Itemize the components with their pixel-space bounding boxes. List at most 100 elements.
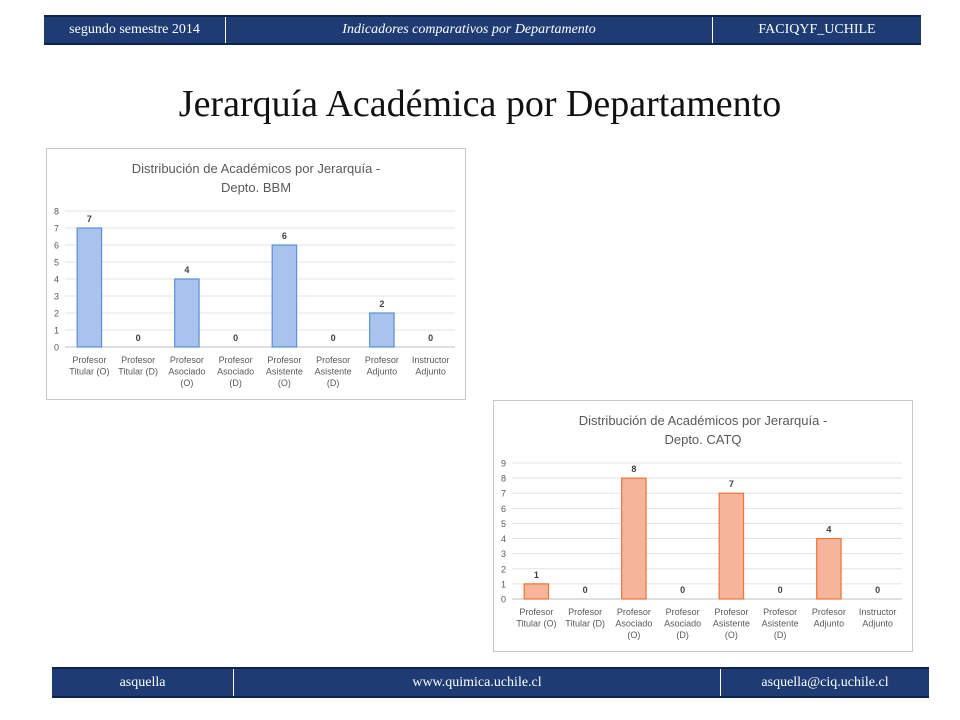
footer-website-link[interactable]: www.quimica.uchile.cl — [234, 669, 721, 696]
bbm-bar — [271, 244, 298, 348]
bbm-title-line: Distribución de Académicos por Jerarquía… — [132, 161, 381, 176]
bbm-x-tick-label: (O) — [278, 378, 291, 388]
catq-x-tick-label: Profesor — [763, 607, 797, 617]
footer-author: asquella — [52, 669, 234, 696]
bbm-x-tick-label: Profesor — [316, 355, 350, 365]
bbm-y-tick-label: 3 — [54, 292, 59, 302]
header-bar: segundo semestre 2014 Indicadores compar… — [44, 15, 921, 45]
bbm-x-tick-label: Profesor — [72, 355, 106, 365]
catq-x-tick-label: Asociado — [664, 619, 701, 629]
bbm-x-tick-label: Adjunto — [367, 367, 398, 377]
catq-x-tick-label: Profesor — [568, 607, 602, 617]
bbm-x-tick-label: (O) — [180, 378, 193, 388]
catq-data-label: 1 — [534, 570, 539, 580]
catq-x-tick-label: Titular (O) — [516, 619, 556, 629]
bbm-bar — [76, 227, 103, 348]
catq-x-tick-label: Instructor — [859, 607, 897, 617]
catq-bar — [523, 583, 550, 600]
bbm-data-label: 0 — [136, 333, 141, 343]
footer-email-link[interactable]: asquella@ciq.uchile.cl — [761, 674, 889, 690]
catq-y-tick-label: 5 — [501, 519, 506, 529]
bbm-x-tick-label: Asociado — [217, 367, 254, 377]
bbm-y-tick-label: 1 — [54, 326, 59, 336]
catq-y-tick-label: 3 — [501, 549, 506, 559]
bbm-data-label: 0 — [428, 333, 433, 343]
bbm-x-tick-label: Profesor — [365, 355, 399, 365]
catq-x-tick-label: Adjunto — [814, 619, 845, 629]
catq-data-label: 0 — [583, 585, 588, 595]
bbm-x-tick-label: Asistente — [315, 367, 352, 377]
catq-data-label: 0 — [778, 585, 783, 595]
footer-bar: asquella www.quimica.uchile.cl asquella@… — [52, 667, 929, 698]
bbm-y-tick-label: 8 — [54, 207, 59, 217]
bbm-y-tick-label: 6 — [54, 241, 59, 251]
bbm-x-tick-label: Titular (O) — [69, 367, 109, 377]
bbm-x-tick-label: Instructor — [412, 355, 450, 365]
bbm-y-tick-label: 7 — [54, 224, 59, 234]
catq-bar — [621, 477, 647, 600]
page-title: Jerarquía Académica por Departamento — [178, 83, 782, 125]
catq-x-tick-label: (D) — [774, 630, 787, 640]
catq-x-tick-label: Profesor — [666, 607, 700, 617]
catq-x-tick-label: Adjunto — [862, 619, 893, 629]
bbm-data-label: 7 — [87, 214, 92, 224]
header-subtitle: Indicadores comparativos por Departament… — [226, 17, 713, 43]
header-semester: segundo semestre 2014 — [44, 17, 226, 43]
catq-x-tick-label: (O) — [627, 630, 640, 640]
catq-x-tick-label: (O) — [725, 630, 738, 640]
catq-y-tick-label: 6 — [501, 504, 506, 514]
bbm-data-label: 4 — [184, 265, 189, 275]
bbm-title-line: Depto. BBM — [221, 180, 291, 195]
bbm-bar — [174, 278, 200, 348]
bbm-data-label: 6 — [282, 231, 287, 241]
catq-data-label: 8 — [631, 464, 636, 474]
header-institution: FACIQYF_UCHILE — [758, 22, 876, 37]
bbm-x-tick-label: Profesor — [267, 355, 301, 365]
catq-y-tick-label: 7 — [501, 489, 506, 499]
bbm-x-tick-label: Asistente — [266, 367, 303, 377]
catq-bar — [816, 537, 842, 600]
bbm-y-tick-label: 0 — [54, 343, 59, 353]
catq-y-tick-label: 2 — [501, 564, 506, 574]
catq-y-tick-label: 1 — [501, 579, 506, 589]
bbm-x-tick-label: Asociado — [168, 367, 205, 377]
catq-x-tick-label: Asociado — [615, 619, 652, 629]
chart-bbm-svg: Distribución de Académicos por Jerarquía… — [54, 161, 455, 388]
catq-bar — [718, 492, 745, 600]
catq-y-tick-label: 8 — [501, 474, 506, 484]
chart-catq-svg: Distribución de Académicos por Jerarquía… — [501, 413, 902, 640]
bbm-data-label: 2 — [379, 299, 384, 309]
bbm-bar — [369, 312, 395, 348]
catq-x-tick-label: Asistente — [762, 619, 799, 629]
catq-data-label: 0 — [680, 585, 685, 595]
bbm-y-tick-label: 2 — [54, 309, 59, 319]
catq-x-tick-label: (D) — [676, 630, 689, 640]
bbm-x-tick-label: Profesor — [219, 355, 253, 365]
chart-bbm: Distribución de Académicos por Jerarquía… — [46, 148, 466, 400]
bbm-data-label: 0 — [331, 333, 336, 343]
bbm-x-tick-label: (D) — [327, 378, 340, 388]
catq-y-tick-label: 9 — [501, 459, 506, 469]
catq-data-label: 0 — [875, 585, 880, 595]
bbm-data-label: 0 — [233, 333, 238, 343]
catq-data-label: 7 — [729, 479, 734, 489]
catq-x-tick-label: Profesor — [617, 607, 651, 617]
catq-x-tick-label: Profesor — [812, 607, 846, 617]
catq-x-tick-label: Asistente — [713, 619, 750, 629]
bbm-x-tick-label: Titular (D) — [118, 367, 158, 377]
catq-y-tick-label: 0 — [501, 595, 506, 605]
catq-x-tick-label: Profesor — [714, 607, 748, 617]
bbm-y-tick-label: 5 — [54, 258, 59, 268]
bbm-x-tick-label: (D) — [229, 378, 242, 388]
chart-catq: Distribución de Académicos por Jerarquía… — [493, 400, 913, 652]
bbm-x-tick-label: Profesor — [121, 355, 155, 365]
catq-y-tick-label: 4 — [501, 534, 506, 544]
catq-x-tick-label: Titular (D) — [565, 619, 605, 629]
catq-title-line: Distribución de Académicos por Jerarquía… — [579, 413, 828, 428]
bbm-x-tick-label: Adjunto — [415, 367, 446, 377]
bbm-x-tick-label: Profesor — [170, 355, 204, 365]
catq-x-tick-label: Profesor — [519, 607, 553, 617]
bbm-y-tick-label: 4 — [54, 275, 59, 285]
catq-data-label: 4 — [826, 525, 831, 535]
catq-title-line: Depto. CATQ — [664, 432, 741, 447]
